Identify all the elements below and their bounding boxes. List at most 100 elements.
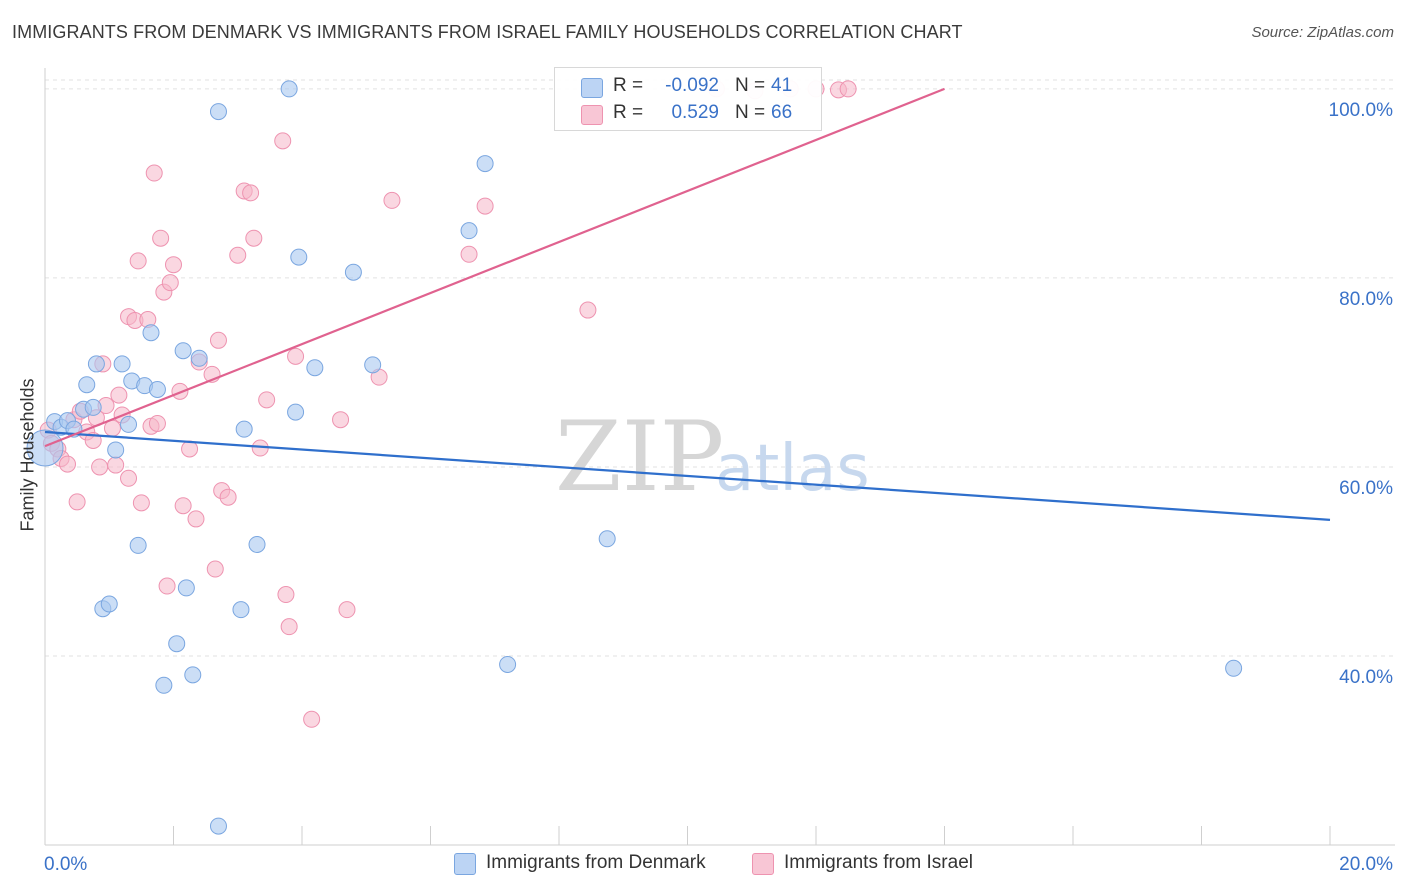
israel-point [161,274,179,292]
denmark-point [280,80,298,98]
israel-point [165,256,182,274]
y-axis-label: Family Households [17,378,38,532]
denmark-point [306,359,324,377]
denmark-point [598,530,616,548]
israel-point [107,456,125,474]
r-value: 0.529 [671,102,719,123]
n-label: N = [735,102,766,123]
israel-swatch [752,853,774,875]
israel-point [120,469,138,487]
watermark-zip: ZIP [555,401,724,513]
denmark-point [290,248,308,266]
y-tick-label: 100.0% [1329,100,1394,121]
denmark-point [129,536,147,554]
denmark-point [148,380,166,398]
denmark-point [209,103,227,121]
watermark-atlas: atlas [715,432,870,506]
israel-point [476,197,494,215]
denmark-point [190,349,208,367]
tick-labels: 40.0% 60.0% 80.0% 100.0% 0.0% 20.0% [44,100,1393,875]
israel-point [303,710,321,728]
n-value: 41 [771,75,793,96]
denmark-point [78,376,96,394]
axes [44,68,1395,846]
chart-title: IMMIGRANTS FROM DENMARK VS IMMIGRANTS FR… [12,22,963,42]
israel-point [219,488,237,506]
israel-point [58,455,76,473]
denmark-point [235,420,253,438]
denmark-point [344,263,362,281]
israel-point [839,80,857,98]
israel-point [91,458,109,476]
israel-swatch [581,105,603,125]
source-credit: Source: ZipAtlas.com [1251,24,1394,41]
denmark-point [155,676,173,694]
israel-point [206,560,224,578]
denmark-point [87,355,105,373]
n-value: 66 [771,102,793,123]
israel-point [229,246,247,264]
israel-point [209,331,227,349]
denmark-point [113,355,131,373]
r-label: R = [613,75,644,96]
denmark-point [26,429,64,467]
denmark-point [84,398,102,416]
denmark-point [499,655,517,673]
israel-point [152,229,170,247]
israel-point [258,391,276,409]
israel-point [277,586,295,604]
bottom-legend-label: Immigrants from Israel [784,852,973,873]
israel-point [174,497,192,515]
israel-point [579,301,597,319]
israel-point [460,245,478,263]
r-label: R = [613,102,644,123]
israel-point [148,414,166,432]
israel-point [158,577,176,595]
israel-point [129,252,147,270]
israel-point [242,184,260,202]
grid-lines [45,79,1395,657]
correlation-legend: R = -0.092 N = 41 R = 0.529 N = 66 [554,67,822,131]
y-tick-label: 60.0% [1339,478,1393,499]
israel-point [245,229,263,247]
israel-point [287,347,305,365]
israel-point [274,132,292,150]
denmark-point [476,155,494,173]
denmark-point [168,635,186,653]
israel-point [145,164,163,182]
bottom-legend-label: Immigrants from Denmark [486,852,706,873]
denmark-swatch [454,853,476,875]
denmark-point [184,666,202,684]
y-tick-label: 80.0% [1339,289,1393,310]
israel-point [383,191,401,209]
israel-point [68,493,86,511]
denmark-point [107,441,125,459]
denmark-point [177,579,195,597]
denmark-point [248,535,266,553]
denmark-point [142,324,160,342]
denmark-swatch [581,78,603,98]
denmark-point [232,601,250,619]
x-tick-label: 20.0% [1339,854,1393,875]
x-tick-label: 0.0% [44,854,87,875]
trend-lines [44,87,1331,521]
denmark-point [120,415,138,433]
denmark-point [209,817,227,835]
watermark: ZIP atlas [555,401,870,513]
denmark-point [364,356,382,374]
denmark-point [174,342,192,360]
israel-point [132,494,150,512]
israel-trend-line [44,87,945,448]
denmark-point [287,403,305,421]
israel-point [110,386,128,404]
y-tick-label: 40.0% [1339,667,1393,688]
n-label: N = [735,75,766,96]
israel-point [332,411,350,429]
r-value: -0.092 [665,75,719,96]
israel-points [39,80,857,728]
denmark-point [460,222,478,240]
israel-point [187,510,205,528]
denmark-points [26,80,1243,835]
denmark-trend-line [44,430,1331,521]
